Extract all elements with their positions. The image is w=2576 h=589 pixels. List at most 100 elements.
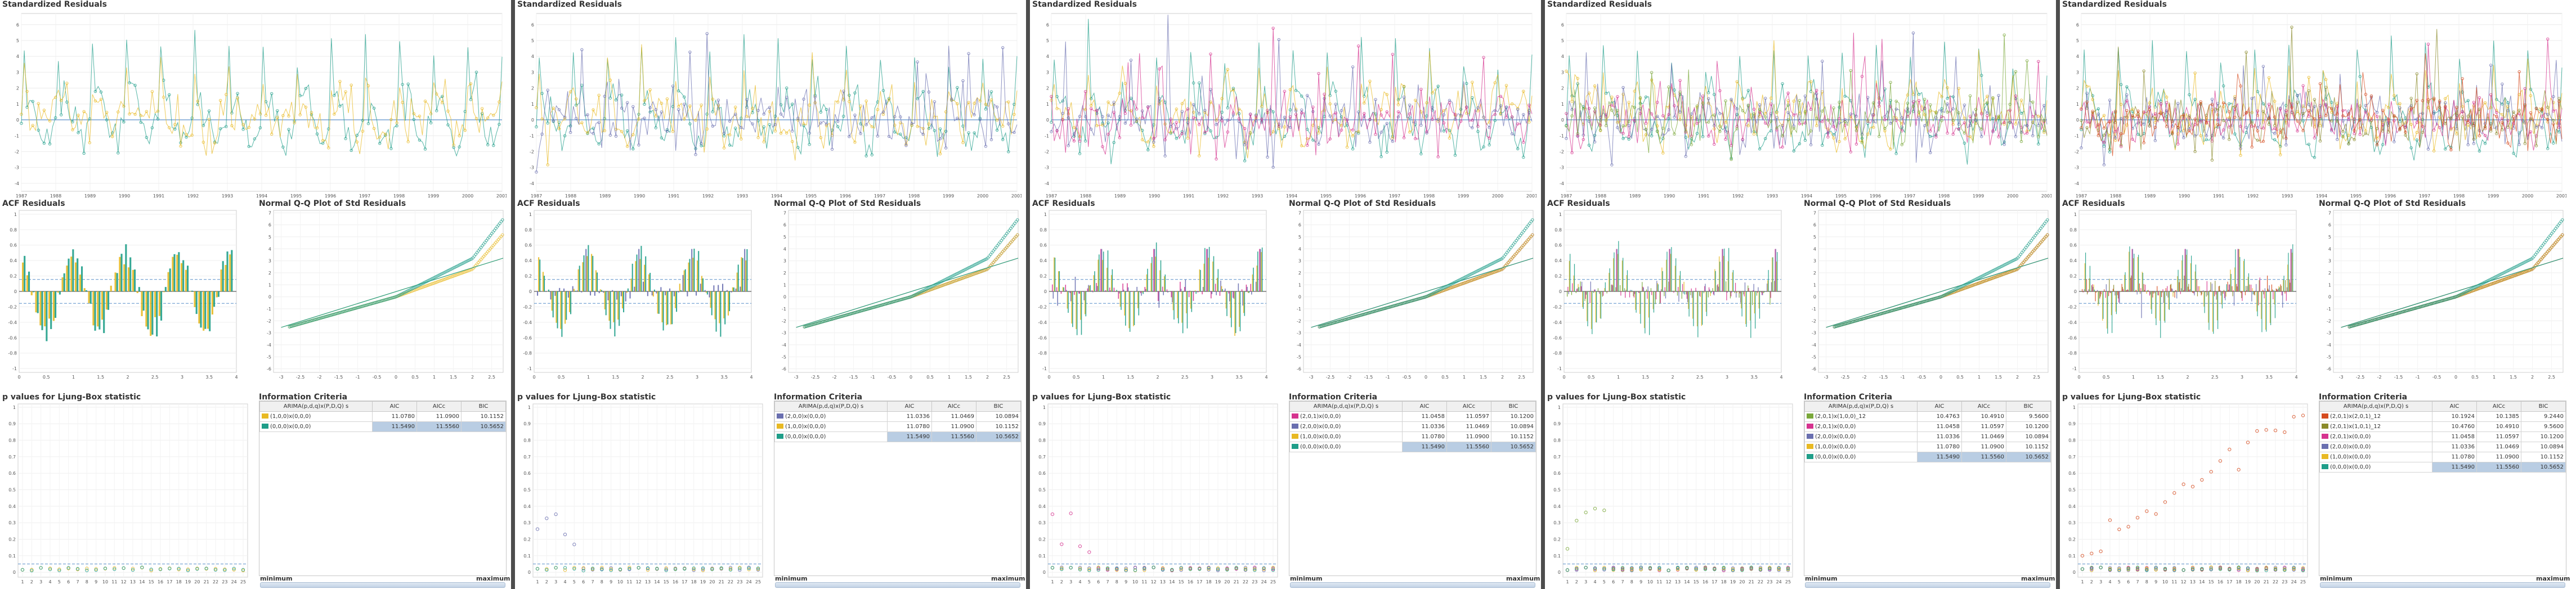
acf-bar xyxy=(30,291,33,295)
acf-bar xyxy=(1699,291,1700,296)
acf-bar xyxy=(147,291,149,330)
qq-point xyxy=(1388,305,1392,309)
residual-point xyxy=(441,95,444,98)
model-label-cell[interactable]: (0,0,0)x(0,0,0) xyxy=(259,421,373,432)
y-tick-label: 1 xyxy=(13,405,16,410)
acf-bar xyxy=(156,291,158,336)
acf-bar xyxy=(129,257,132,291)
residual-point xyxy=(819,121,823,125)
residual-point xyxy=(281,114,285,118)
residual-point xyxy=(1522,155,1525,159)
table-row[interactable]: (2,0,0)x(0,0,0) 11.0336 11.0469 10.0894 xyxy=(774,411,1022,422)
acf-bar xyxy=(1252,274,1253,291)
residual-point xyxy=(1504,105,1508,109)
residual-point xyxy=(592,108,595,111)
x-tick-label: 1.5 xyxy=(965,375,972,380)
model-label-cell[interactable]: (2,0,0)x(0,0,0) xyxy=(1289,421,1403,432)
residual-point xyxy=(117,151,120,155)
y-tick-label: 0.8 xyxy=(1040,227,1047,232)
column-header[interactable]: AICc xyxy=(1446,401,1491,412)
x-tick-label: -1 xyxy=(871,375,875,380)
residual-point xyxy=(344,90,347,93)
residual-point xyxy=(978,118,982,122)
column-header[interactable]: AIC xyxy=(372,401,418,412)
residual-point xyxy=(859,132,862,136)
acf-bar xyxy=(59,291,61,295)
model-label-cell[interactable]: (1,0,0)x(0,0,0) xyxy=(774,421,888,432)
acf-bar xyxy=(621,291,624,309)
criteria-range-slider[interactable] xyxy=(260,582,505,588)
table-row[interactable]: (2,0,0)x(0,0,0) 11.0336 11.0469 10.0894 xyxy=(1289,421,1536,432)
column-header[interactable]: AICc xyxy=(416,401,462,412)
qq-point xyxy=(330,313,334,317)
criteria-range-slider[interactable] xyxy=(775,582,1020,588)
residual-point xyxy=(53,116,57,119)
y-tick-label: 1 xyxy=(1559,212,1562,217)
residual-point xyxy=(1163,154,1167,158)
residual-point xyxy=(671,84,675,88)
acf-bar xyxy=(1713,291,1714,295)
acf-bar xyxy=(662,291,664,331)
column-header[interactable]: AIC xyxy=(1402,401,1448,412)
residual-point xyxy=(626,101,629,105)
column-header[interactable]: AICc xyxy=(931,401,976,412)
qq-point xyxy=(313,318,317,322)
residual-point xyxy=(836,120,840,123)
model-label-cell[interactable]: (1,0,0)x(0,0,0) xyxy=(259,411,373,422)
column-header[interactable]: BIC xyxy=(460,401,507,412)
acf-bar xyxy=(1226,291,1227,316)
residual-point xyxy=(1129,59,1133,62)
residual-point xyxy=(150,90,154,93)
residual-point xyxy=(2014,70,2018,74)
qq-point xyxy=(289,325,293,329)
model-label: (0,0,0)x(0,0,0) xyxy=(1300,444,1341,450)
model-label-cell[interactable]: (1,0,0)x(0,0,0) xyxy=(1289,431,1403,442)
table-row[interactable]: (1,0,0)x(0,0,0) 11.0780 11.0900 10.1152 xyxy=(1289,431,1536,442)
aicc-cell: 11.5560 xyxy=(416,421,462,432)
model-label-cell[interactable]: (2,0,0)x(0,0,0) xyxy=(774,411,888,422)
residual-point xyxy=(2025,124,2029,127)
residual-point xyxy=(1656,101,1659,104)
criteria-range-slider[interactable] xyxy=(1290,582,1535,588)
residual-point xyxy=(995,128,999,132)
qq-point xyxy=(1367,311,1371,314)
table-row[interactable]: (0,0,0)x(0,0,0) 11.5490 11.5560 10.5652 xyxy=(259,421,507,432)
y-tick-label: 0 xyxy=(1561,118,1564,123)
residual-point xyxy=(423,100,427,103)
table-row[interactable]: (1,0,0)x(0,0,0) 11.0780 11.0900 10.1152 xyxy=(774,421,1022,432)
residual-point xyxy=(1078,152,1082,155)
residual-point xyxy=(1803,138,1807,142)
acf-bar xyxy=(1147,268,1148,291)
column-header[interactable]: ARIMA(p,d,q)x(P,D,Q) s xyxy=(1289,401,1403,412)
model-label-cell[interactable]: (0,0,0)x(0,0,0) xyxy=(774,431,888,442)
column-header[interactable]: BIC xyxy=(975,401,1022,412)
column-header[interactable]: AIC xyxy=(887,401,933,412)
table-row[interactable]: (2,0,1)x(0,0,0) 11.0458 11.0597 10.1200 xyxy=(1289,411,1536,422)
x-tick-label: 0 xyxy=(910,375,912,380)
column-header[interactable]: BIC xyxy=(1490,401,1536,412)
residual-point xyxy=(557,127,561,131)
model-label-cell[interactable]: (0,0,0)x(0,0,0) xyxy=(1289,442,1403,452)
x-tick-label: 4 xyxy=(1780,375,1782,380)
plot-frame xyxy=(273,210,504,373)
table-row[interactable]: (0,0,0)x(0,0,0) 11.5490 11.5560 10.5652 xyxy=(774,431,1022,442)
acf-bar xyxy=(1107,250,1109,291)
residual-point xyxy=(1499,95,1503,98)
residual-point xyxy=(412,118,416,122)
model-label-cell[interactable]: (2,0,1)x(0,0,0) xyxy=(1289,411,1403,422)
x-tick-label: 2000 xyxy=(977,194,988,199)
acf-bar xyxy=(635,261,637,291)
column-header[interactable]: ARIMA(p,d,q)x(P,D,Q) s xyxy=(259,401,373,412)
table-row[interactable]: (0,0,0)x(0,0,0) 11.5490 11.5560 10.5652 xyxy=(1289,442,1536,452)
table-row[interactable]: (1,0,0)x(0,0,0) 11.0780 11.0900 10.1152 xyxy=(259,411,507,422)
column-header[interactable]: ARIMA(p,d,q)x(P,D,Q) s xyxy=(774,401,888,412)
residual-point xyxy=(745,115,749,118)
residual-point xyxy=(201,141,205,144)
residual-point xyxy=(20,113,23,116)
y-tick-label: -0.8 xyxy=(1553,351,1562,356)
residual-point xyxy=(1980,74,1983,77)
qq-point xyxy=(308,320,311,323)
residual-point xyxy=(1923,124,1927,128)
residual-point xyxy=(258,126,262,129)
y-tick-label: 0.8 xyxy=(10,227,17,232)
